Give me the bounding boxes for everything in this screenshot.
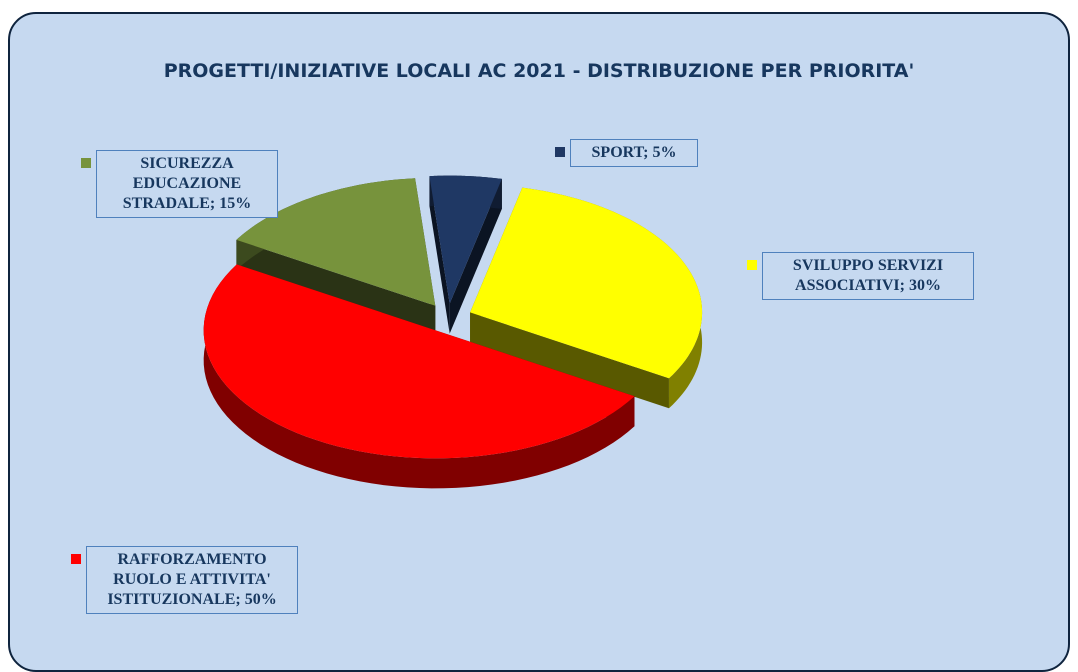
slice-top bbox=[236, 178, 436, 306]
legend-key bbox=[747, 260, 757, 270]
slice-top bbox=[429, 175, 502, 304]
slice-top bbox=[203, 264, 635, 459]
legend-key bbox=[81, 158, 91, 168]
slice-wall bbox=[429, 176, 450, 334]
slice-wall bbox=[449, 178, 502, 334]
legend-key bbox=[555, 147, 565, 157]
pie-slice bbox=[429, 175, 502, 334]
data-label: SVILUPPO SERVIZI ASSOCIATIVI; 30% bbox=[762, 252, 974, 300]
pie-slice bbox=[236, 178, 436, 336]
data-label: SPORT; 5% bbox=[570, 139, 698, 167]
slice-wall bbox=[236, 239, 436, 336]
pie-slice bbox=[203, 264, 635, 489]
chart-title: PROGETTI/INIZIATIVE LOCALI AC 2021 - DIS… bbox=[163, 60, 915, 82]
slice-wall bbox=[470, 312, 669, 409]
slice-top bbox=[470, 187, 703, 379]
data-label: SICUREZZA EDUCAZIONE STRADALE; 15% bbox=[96, 150, 278, 218]
pie-slice bbox=[470, 187, 703, 409]
legend-key bbox=[71, 554, 81, 564]
data-label: RAFFORZAMENTO RUOLO E ATTIVITA' ISTITUZI… bbox=[86, 546, 298, 614]
